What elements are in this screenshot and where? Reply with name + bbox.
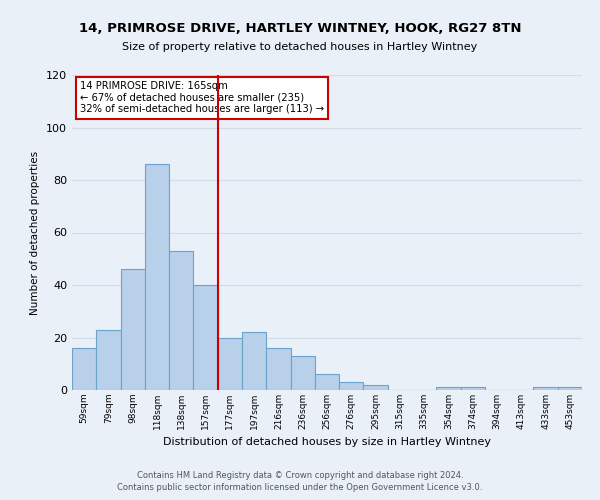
Bar (339, 382, 364, 390)
Text: 14 PRIMROSE DRIVE: 165sqm
← 67% of detached houses are smaller (235)
32% of semi: 14 PRIMROSE DRIVE: 165sqm ← 67% of detac… (80, 82, 324, 114)
Bar (290, 356, 315, 390)
Bar (436, 388, 461, 390)
Bar (242, 332, 266, 390)
Bar (96, 330, 121, 390)
Bar (461, 388, 485, 390)
X-axis label: Distribution of detached houses by size in Hartley Wintney: Distribution of detached houses by size … (163, 438, 491, 448)
Bar (266, 348, 290, 390)
Text: Contains HM Land Registry data © Crown copyright and database right 2024.: Contains HM Land Registry data © Crown c… (137, 471, 463, 480)
Bar (315, 374, 339, 390)
Text: 14, PRIMROSE DRIVE, HARTLEY WINTNEY, HOOK, RG27 8TN: 14, PRIMROSE DRIVE, HARTLEY WINTNEY, HOO… (79, 22, 521, 36)
Text: Contains public sector information licensed under the Open Government Licence v3: Contains public sector information licen… (118, 484, 482, 492)
Bar (193, 285, 218, 390)
Y-axis label: Number of detached properties: Number of detached properties (31, 150, 40, 314)
Bar (558, 388, 582, 390)
Text: Size of property relative to detached houses in Hartley Wintney: Size of property relative to detached ho… (122, 42, 478, 52)
Bar (121, 269, 145, 390)
Bar (72, 348, 96, 390)
Bar (145, 164, 169, 390)
Bar (533, 388, 558, 390)
Bar (218, 338, 242, 390)
Bar (364, 385, 388, 390)
Bar (169, 251, 193, 390)
